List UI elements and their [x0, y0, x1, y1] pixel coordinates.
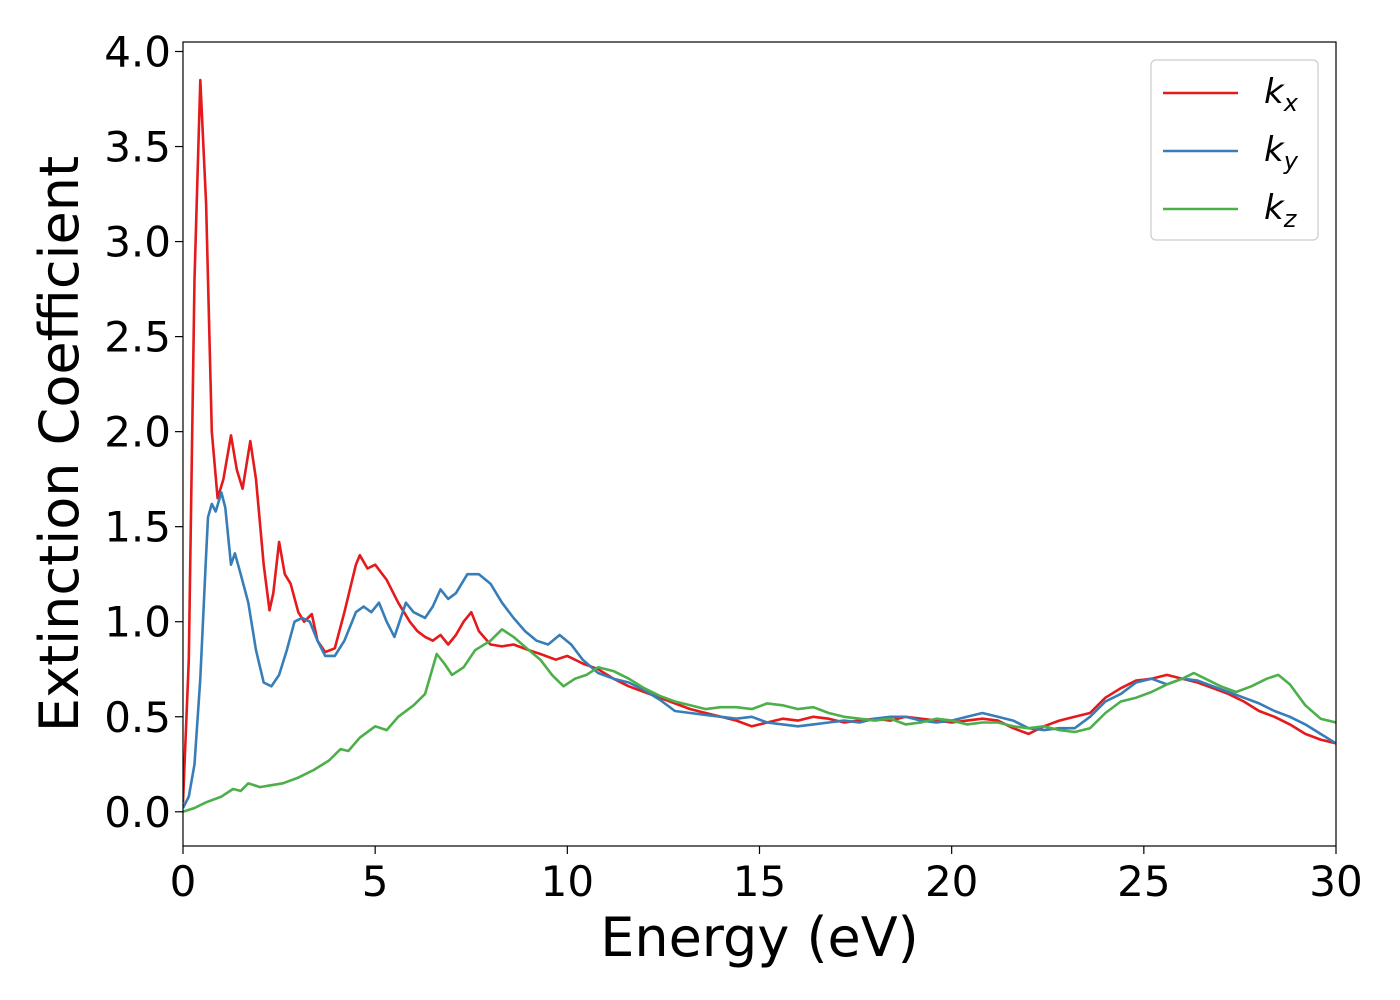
y-tick-label: 1.0	[104, 598, 171, 647]
legend-label: kz	[1264, 188, 1298, 233]
x-tick-label: 15	[733, 857, 786, 906]
y-tick-label: 2.0	[104, 408, 171, 457]
series-line-y	[183, 491, 1336, 809]
plot-lines	[183, 78, 1336, 814]
y-tick-label: 3.0	[104, 218, 171, 267]
x-tick-label: 0	[170, 857, 197, 906]
y-tick-label: 3.5	[104, 123, 171, 172]
x-axis-label: Energy (eV)	[600, 906, 919, 969]
legend-label: ky	[1264, 130, 1299, 175]
x-tick-label: 10	[541, 857, 594, 906]
series-line-x	[183, 78, 1336, 803]
x-tick-label: 5	[362, 857, 389, 906]
x-tick-label: 25	[1117, 857, 1170, 906]
y-tick-label: 0.0	[104, 788, 171, 837]
legend: kx ky kz	[1150, 59, 1319, 241]
y-tick-label: 2.5	[104, 313, 171, 362]
series-line-z	[183, 628, 1336, 814]
y-axis: 0.0 0.5 1.0 1.5 2.0 2.5 3.0 3.5 4.0	[104, 28, 183, 837]
y-tick-label: 0.5	[104, 693, 171, 742]
y-tick-label: 1.5	[104, 503, 171, 552]
y-tick-label: 4.0	[104, 28, 171, 77]
legend-label: kx	[1264, 72, 1299, 117]
y-axis-label: Extinction Coefficient	[28, 156, 91, 732]
x-axis: 0 5 10 15 20 25 30	[170, 846, 1363, 906]
x-tick-label: 30	[1309, 857, 1362, 906]
x-tick-label: 20	[925, 857, 978, 906]
